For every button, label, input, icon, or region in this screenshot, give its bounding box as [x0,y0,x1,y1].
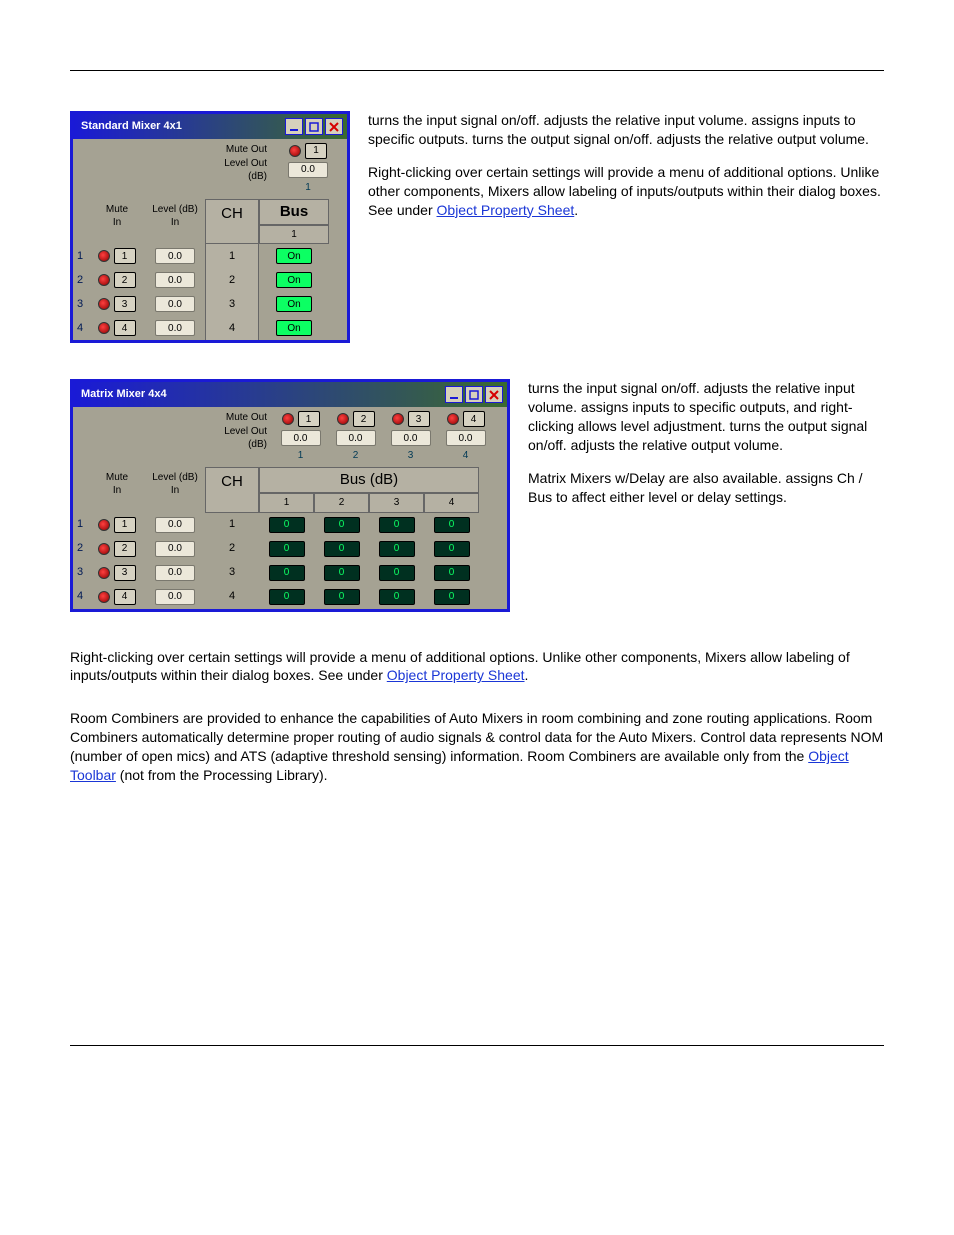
para-room-combiners: Room Combiners are provided to enhance t… [70,709,884,785]
link-object-property-sheet-2[interactable]: Object Property Sheet [387,667,525,683]
close-icon[interactable] [325,118,343,135]
matrix-mixer-window: Matrix Mixer 4x4 Mute Out Level Out (dB)… [70,379,510,611]
label-mute: Mute [95,203,139,217]
para-std-note: Right-clicking over certain settings wil… [368,163,884,220]
top-rule [70,70,884,71]
matrix-titlebar[interactable]: Matrix Mixer 4x4 [73,382,507,407]
bottom-rule [70,1045,884,1046]
close-icon[interactable] [485,386,503,403]
matrix-text: turns the input signal on/off. adjusts t… [528,379,884,520]
mute-in-dot[interactable] [98,250,110,262]
para-std-desc: turns the input signal on/off. adjusts t… [368,111,884,149]
out-num-box[interactable]: 1 [305,143,327,159]
std-titlebar[interactable]: Standard Mixer 4x1 [73,114,347,139]
label-mute-out: Mute Out [219,143,267,157]
std-text: turns the input signal on/off. adjusts t… [368,111,884,233]
level-in-box[interactable]: 0.0 [155,248,195,264]
bus-num: 1 [259,225,329,245]
maximize-icon[interactable] [305,118,323,135]
label-level-out: Level Out [219,157,267,171]
label-level-db: Level (dB) [151,203,199,217]
matrix-mixer-row: Matrix Mixer 4x4 Mute Out Level Out (dB)… [70,379,884,611]
row-idx: 1 [73,244,89,268]
label-in2: In [151,216,199,230]
label-in: In [95,216,139,230]
para-matrix-desc: turns the input signal on/off. adjusts t… [528,379,884,455]
matrix-title: Matrix Mixer 4x4 [81,387,167,402]
para-matrix-delay: Matrix Mixers w/Delay are also available… [528,469,884,507]
mute-out-dot[interactable] [289,145,301,157]
ch-header: CH [205,199,259,245]
link-object-property-sheet[interactable]: Object Property Sheet [437,202,575,218]
bus-header: Bus [259,199,329,225]
minimize-icon[interactable] [285,118,303,135]
ch-cell: 1 [205,244,259,268]
para-note2: Right-clicking over certain settings wil… [70,648,884,686]
out-level-box[interactable]: 0.0 [288,162,328,178]
in-num-box[interactable]: 1 [114,248,136,264]
std-mixer-row: Standard Mixer 4x1 Mute Out Level Out (d… [70,111,884,343]
maximize-icon[interactable] [465,386,483,403]
label-db: (dB) [219,170,267,184]
out-tick: 1 [305,181,311,195]
bus-on-btn[interactable]: On [276,248,312,264]
minimize-icon[interactable] [445,386,463,403]
std-title: Standard Mixer 4x1 [81,119,182,134]
std-mixer-window: Standard Mixer 4x1 Mute Out Level Out (d… [70,111,350,343]
